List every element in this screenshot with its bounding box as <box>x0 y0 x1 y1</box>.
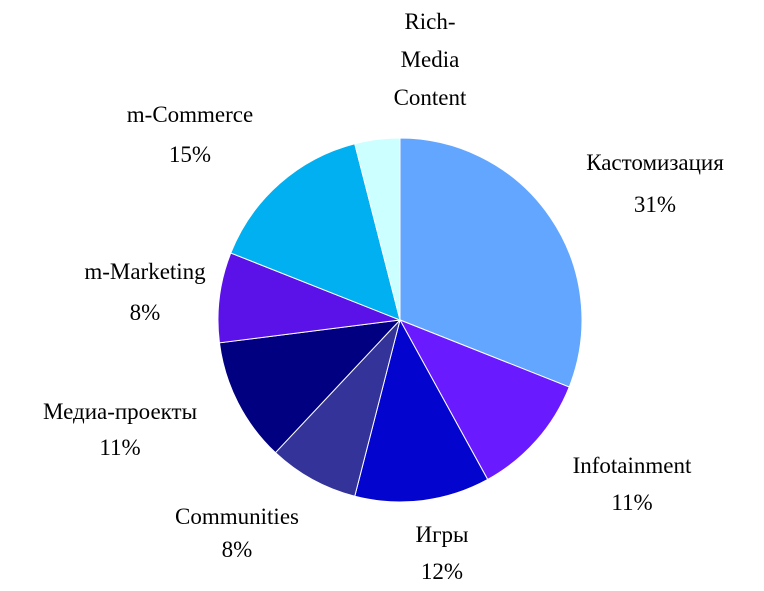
pie-slice <box>230 143 401 321</box>
slice-value-label: 11% <box>611 490 653 515</box>
slice-value-label: 11% <box>99 435 141 460</box>
slice-value-label: 12% <box>420 559 464 584</box>
slice-value-label: 31% <box>633 192 677 217</box>
pie-slice <box>354 137 401 321</box>
slice-label: Игры <box>415 522 469 547</box>
slice-value-label: 15% <box>168 142 212 167</box>
slice-label: Infotainment <box>572 453 692 478</box>
slice-label: Кастомизация <box>586 150 724 175</box>
slice-label: Communities <box>175 504 299 529</box>
slice-label: Медиа-проекты <box>42 399 198 424</box>
pie-slice <box>354 318 489 503</box>
pie-slice <box>218 319 402 454</box>
pie-slice <box>274 319 401 497</box>
slice-label: Rich-Media Content <box>393 9 467 110</box>
slice-value-label: 8% <box>221 537 253 562</box>
slice-label: m-Commerce <box>126 102 254 127</box>
slice-value-label: 8% <box>129 300 161 325</box>
pie-slice <box>217 252 401 344</box>
pie-slice <box>399 137 583 388</box>
slice-label: m-Marketing <box>84 259 206 284</box>
pie-slice <box>398 319 570 481</box>
